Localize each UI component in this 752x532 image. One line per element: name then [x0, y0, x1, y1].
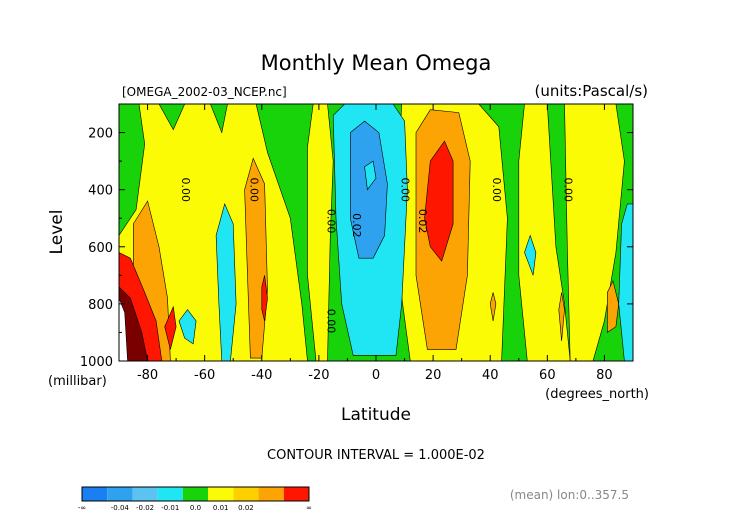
contour-region-2 — [307, 104, 334, 361]
contour-region-5 — [564, 104, 625, 361]
colorbar-swatch — [107, 487, 133, 501]
colorbar-swatch — [258, 487, 284, 501]
colorbar-label: -∞ — [78, 504, 86, 512]
units-label: (units:Pascal/s) — [535, 82, 649, 100]
contour-region-15 — [261, 275, 268, 322]
y-tick-label: 400 — [88, 184, 113, 199]
contour-region-13 — [164, 305, 177, 350]
colorbar-label: ∞ — [306, 504, 312, 512]
y-axis-label: Level — [47, 210, 67, 255]
y-tick-label: 200 — [88, 127, 113, 142]
x-tick-label: 60 — [539, 368, 556, 383]
contour-label-2: 0.00 — [325, 209, 338, 234]
chart-title: Monthly Mean Omega — [261, 51, 492, 75]
contour-label-8: 0.00 — [325, 309, 338, 334]
x-tick-label: 20 — [425, 368, 442, 383]
colorbar-swatch — [82, 487, 108, 501]
contour-region-10 — [558, 292, 565, 342]
contour-label-4: 0.00 — [399, 177, 412, 202]
contour-label-5: 0.02 — [416, 209, 429, 234]
colorbar-label: -0.01 — [161, 504, 179, 512]
contour-region-19 — [215, 202, 237, 361]
x-tick-label: 80 — [596, 368, 613, 383]
x-units-label: (degrees_north) — [545, 387, 649, 402]
y-axis: 200 400 600 800 1000 — [80, 103, 633, 370]
colorbar-swatch — [233, 487, 259, 501]
colorbar-swatch — [208, 487, 234, 501]
contour-label-7: 0.00 — [562, 177, 575, 202]
colorbar-label: -0.02 — [136, 504, 154, 512]
x-tick-label: -40 — [251, 368, 272, 383]
contour-region-24 — [364, 160, 377, 191]
plot-area — [119, 104, 633, 361]
y-tick-label: 1000 — [80, 355, 113, 370]
contour-region-11 — [606, 280, 620, 333]
contour-interval-text: CONTOUR INTERVAL = 1.000E-02 — [267, 448, 485, 463]
x-tick-label: -20 — [308, 368, 329, 383]
y-tick-label: 800 — [88, 298, 113, 313]
contour-region-23 — [349, 120, 388, 259]
colorbar-swatch — [132, 487, 158, 501]
contour-label-6: 0.00 — [490, 177, 503, 202]
x-tick-label: -80 — [137, 368, 158, 383]
colorbar: -∞ -0.04 -0.02 -0.01 0.0 0.01 0.02 ∞ — [78, 486, 312, 512]
x-tick-label: 40 — [482, 368, 499, 383]
contour-region-22 — [618, 203, 633, 361]
x-axis-label: Latitude — [341, 405, 411, 425]
y-tick-label: 600 — [88, 241, 113, 256]
colorbar-label: 0.0 — [190, 504, 201, 512]
colorbar-label: 0.01 — [213, 504, 229, 512]
y-units-label: (millibar) — [48, 374, 107, 389]
footer-note: (mean) lon:0..357.5 — [510, 488, 629, 502]
contour-region-17 — [119, 298, 128, 361]
contour-label-3: 0.02 — [350, 213, 363, 238]
colorbar-swatch — [283, 487, 309, 501]
colorbar-swatch — [157, 487, 183, 501]
colorbar-label: 0.02 — [238, 504, 254, 512]
contour-region-20 — [178, 309, 197, 345]
contour-region-21 — [524, 234, 537, 276]
contour-region-14 — [424, 140, 454, 262]
contour-region-9 — [489, 292, 497, 322]
x-axis: -80 -60 -40 -20 0 20 40 60 80 — [118, 104, 634, 383]
x-tick-label: -60 — [194, 368, 215, 383]
file-label: [OMEGA_2002-03_NCEP.nc] — [122, 85, 287, 99]
contour-label-0: 0.00 — [179, 177, 192, 202]
contour-region-4 — [518, 104, 571, 361]
contour-labels: 0.00 0.00 0.00 0.02 0.00 0.02 0.00 0.00 0.00 — [179, 177, 575, 333]
colorbar-swatch — [182, 487, 209, 501]
contour-label-1: 0.00 — [247, 177, 260, 202]
colorbar-frame — [81, 486, 310, 502]
colorbar-label: -0.04 — [111, 504, 130, 512]
x-tick-label: 0 — [372, 368, 380, 383]
